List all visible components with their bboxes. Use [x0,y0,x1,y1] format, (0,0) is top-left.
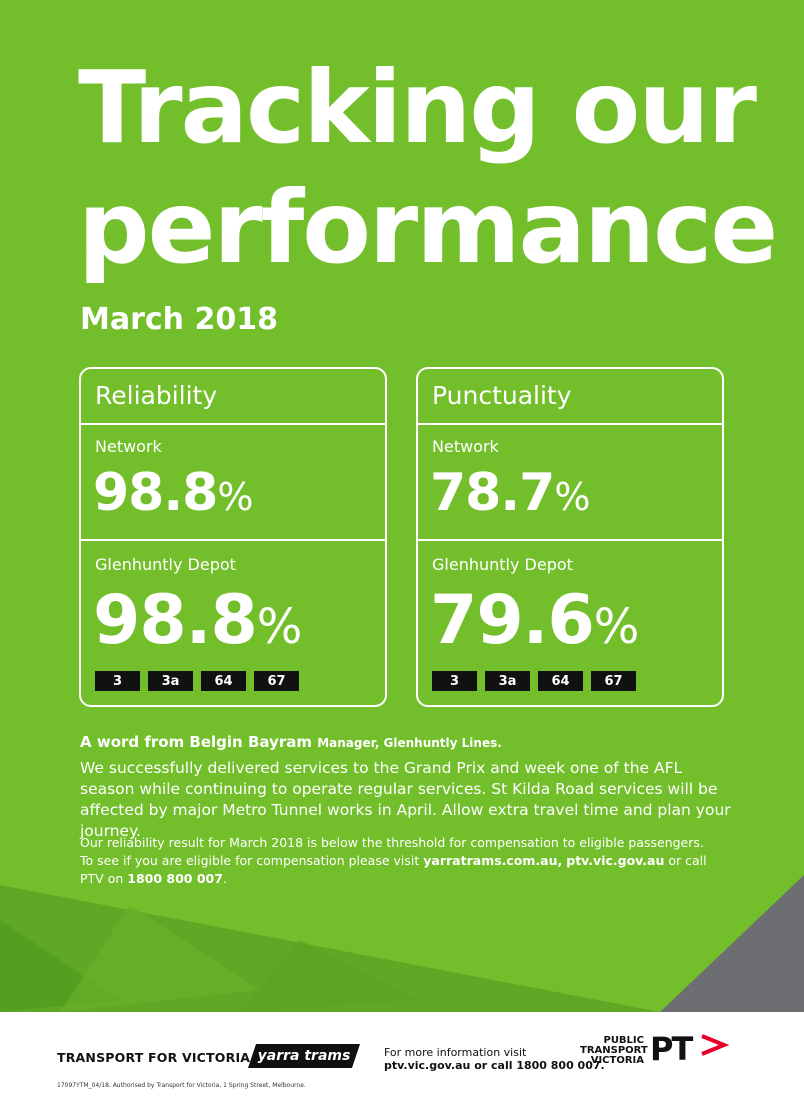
period-char: . [222,871,227,886]
info-line-1: For more information visit [384,1046,527,1059]
reliability-network-label: Network [95,437,162,456]
reliability-network-value: 98.8% [93,463,253,523]
route-badge: 64 [538,671,583,691]
yarratrams-link[interactable]: yarratrams.com.au [423,853,558,868]
ptv-line-2: TRANSPORT [580,1045,648,1056]
authorised-by-text: 17097YTM_04/18. Authorised by Transport … [57,1082,306,1089]
percent-sign: % [256,599,303,655]
punctuality-route-badges: 3 3a 64 67 [432,671,636,691]
yarra-trams-logo-text: yarra trams [257,1048,351,1064]
ptv-line-3: VICTORIA [590,1055,644,1066]
yarra-trams-logo: yarra trams [248,1044,360,1068]
ptv-link[interactable]: ptv.vic.gov.au [566,853,665,868]
percent-sign: % [217,475,253,519]
punctuality-heading: Punctuality [432,381,572,410]
reliability-route-badges: 3 3a 64 67 [95,671,299,691]
pt-arrow-icon [701,1034,730,1056]
compensation-text: PTV on [80,871,124,886]
pt-logo-mark: PT [650,1028,730,1068]
punctuality-network-label: Network [432,437,499,456]
footer: TRANSPORT FOR VICTORIA yarra trams For m… [0,1020,804,1111]
yarra-trams-logo-shape [248,1044,360,1068]
route-badge: 3a [485,671,530,691]
compensation-line-1: Our reliability result for March 2018 is… [80,835,704,850]
route-badge: 67 [254,671,299,691]
percent-sign: % [593,599,640,655]
title-line-1: Tracking our [78,49,757,166]
reliability-card: Reliability Network 98.8% Glenhuntly Dep… [79,367,387,707]
reliability-network-number: 98.8 [93,463,218,523]
reliability-depot-value: 98.8% [93,581,303,660]
ptv-line-1: PUBLIC [603,1035,644,1046]
route-badge: 3 [432,671,477,691]
ptv-wordmark: PUBLIC TRANSPORT VICTORIA [580,1035,648,1066]
punctuality-network-value: 78.7% [430,463,590,523]
percent-sign: % [554,475,590,519]
info-line-2: ptv.vic.gov.au or call 1800 800 007. [384,1059,605,1072]
ptv-phone[interactable]: 1800 800 007 [127,871,223,886]
compensation-notice: Our reliability result for March 2018 is… [80,834,740,888]
manager-message-heading: A word from Belgin Bayram Manager, Glenh… [80,733,502,751]
punctuality-card-header: Punctuality [418,369,722,425]
compensation-line-3: PTV on 1800 800 007. [80,870,740,888]
green-background [0,0,804,1020]
compensation-line-2: To see if you are eligible for compensat… [80,852,740,870]
punctuality-depot-number: 79.6 [430,581,595,660]
reliability-card-header: Reliability [81,369,385,425]
route-badge: 64 [201,671,246,691]
manager-message-body: We successfully delivered services to th… [80,759,731,840]
compensation-text: or call [668,853,707,868]
punctuality-card: Punctuality Network 78.7% Glenhuntly Dep… [416,367,724,707]
compensation-text: To see if you are eligible for compensat… [80,853,420,868]
punctuality-depot-label: Glenhuntly Depot [432,555,573,574]
route-badge: 67 [591,671,636,691]
route-badge: 3 [95,671,140,691]
manager-intro: A word from Belgin Bayram [80,733,312,751]
more-info-text: For more information visit ptv.vic.gov.a… [384,1046,605,1072]
title-line-2: performance [78,169,778,286]
reliability-heading: Reliability [95,381,218,410]
punctuality-depot-value: 79.6% [430,581,640,660]
reliability-depot-label: Glenhuntly Depot [95,555,236,574]
reliability-network-section: Network 98.8% [81,425,385,541]
transport-for-victoria-logo: TRANSPORT FOR VICTORIA [57,1050,251,1065]
link-separator: , [557,853,563,868]
page-title: Tracking our performance [78,48,778,288]
manager-role: Manager, Glenhuntly Lines. [317,736,502,750]
punctuality-network-number: 78.7 [430,463,555,523]
period-label: March 2018 [80,302,278,337]
punctuality-network-section: Network 78.7% [418,425,722,541]
pt-logo-text: PT [650,1030,693,1068]
reliability-depot-number: 98.8 [93,581,258,660]
route-badge: 3a [148,671,193,691]
